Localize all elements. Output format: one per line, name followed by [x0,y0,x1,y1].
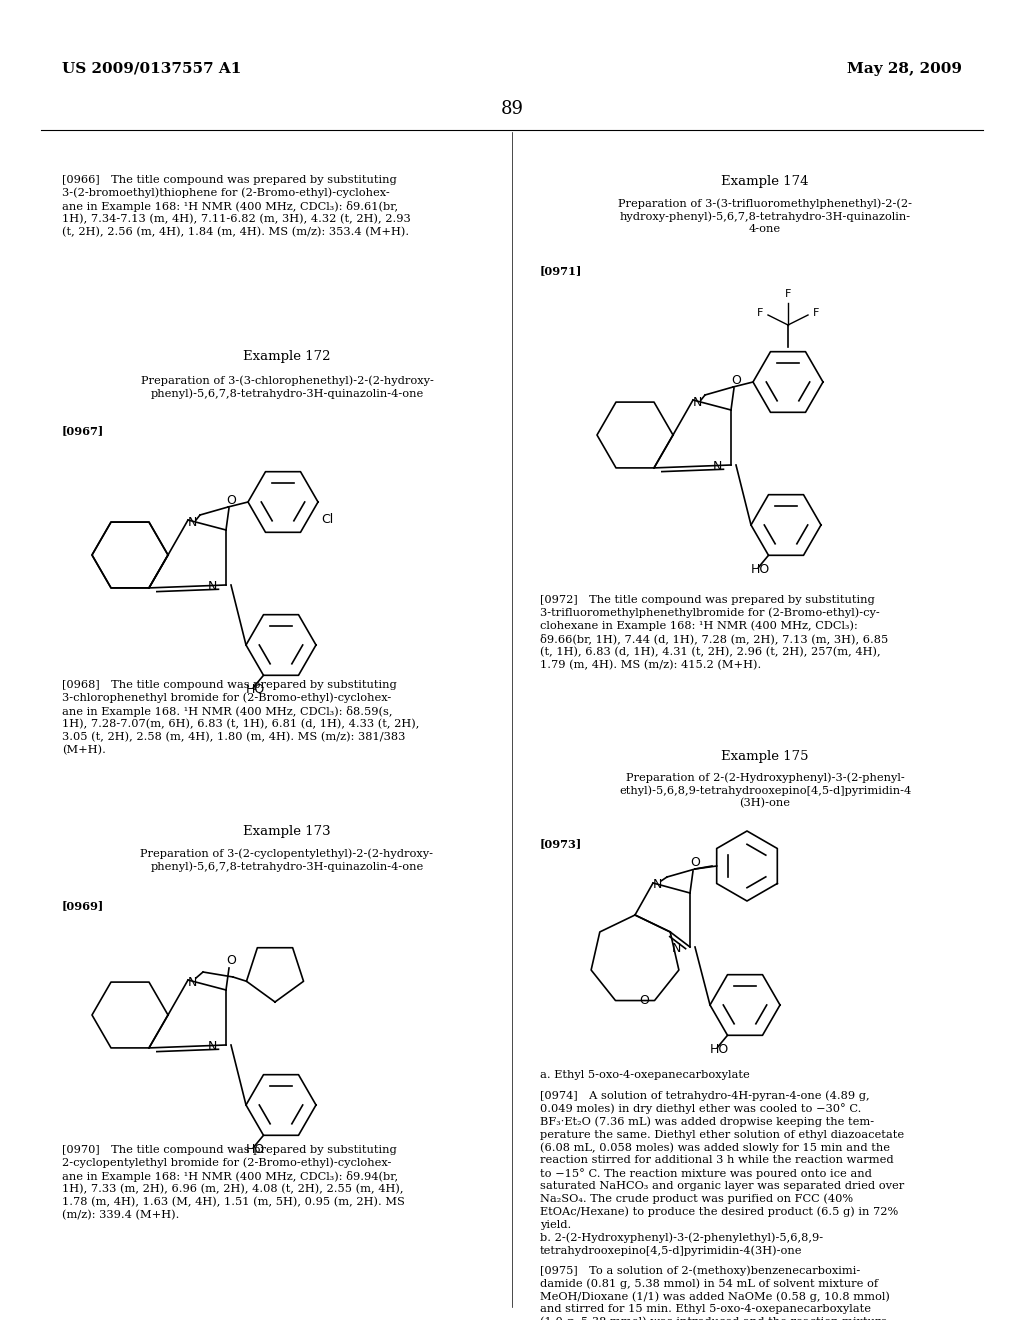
Text: [0969]: [0969] [62,900,104,911]
Text: Cl: Cl [322,513,334,525]
Text: Preparation of 3-(2-cyclopentylethyl)-2-(2-hydroxy-
phenyl)-5,6,7,8-tetrahydro-3: Preparation of 3-(2-cyclopentylethyl)-2-… [140,847,433,871]
Text: Example 175: Example 175 [721,750,809,763]
Text: Preparation of 2-(2-Hydroxyphenyl)-3-(2-phenyl-
ethyl)-5,6,8,9-tetrahydrooxepino: Preparation of 2-(2-Hydroxyphenyl)-3-(2-… [618,772,911,808]
Text: Preparation of 3-(3-chlorophenethyl)-2-(2-hydroxy-
phenyl)-5,6,7,8-tetrahydro-3H: Preparation of 3-(3-chlorophenethyl)-2-(… [140,375,433,399]
Text: Example 173: Example 173 [243,825,331,838]
Text: [0967]: [0967] [62,425,104,436]
Text: [0974] A solution of tetrahydro-4H-pyran-4-one (4.89 g,
0.049 moles) in dry diet: [0974] A solution of tetrahydro-4H-pyran… [540,1090,904,1230]
Text: F: F [784,289,792,300]
Text: [0970] The title compound was prepared by substituting
2-cyclopentylethyl bromid: [0970] The title compound was prepared b… [62,1144,404,1220]
Text: N: N [692,396,701,408]
Text: N: N [207,1040,217,1053]
Text: N: N [713,461,722,474]
Text: Example 174: Example 174 [721,176,809,187]
Text: [0966] The title compound was prepared by substituting
3-(2-bromoethyl)thiophene: [0966] The title compound was prepared b… [62,176,411,238]
Text: F: F [813,308,819,318]
Text: [0972] The title compound was prepared by substituting
3-trifluoromethylphenethy: [0972] The title compound was prepared b… [540,595,888,671]
Text: N: N [207,581,217,594]
Text: N: N [187,516,197,528]
Text: 89: 89 [501,100,523,117]
Text: O: O [731,374,741,387]
Text: O: O [640,994,649,1007]
Text: Preparation of 3-(3-trifluoromethylphenethyl)-2-(2-
hydroxy-phenyl)-5,6,7,8-tetr: Preparation of 3-(3-trifluoromethylphene… [618,198,912,234]
Text: N: N [672,942,681,956]
Text: [0973]: [0973] [540,838,583,849]
Text: HO: HO [246,1143,265,1156]
Text: N: N [652,879,662,891]
Text: O: O [690,857,700,870]
Text: [0975] To a solution of 2-(methoxy)benzenecarboximi-
damide (0.81 g, 5.38 mmol) : [0975] To a solution of 2-(methoxy)benze… [540,1265,895,1320]
Text: N: N [187,975,197,989]
Text: HO: HO [246,682,265,696]
Text: b. 2-(2-Hydroxyphenyl)-3-(2-phenylethyl)-5,6,8,9-
tetrahydrooxepino[4,5-d]pyrimi: b. 2-(2-Hydroxyphenyl)-3-(2-phenylethyl)… [540,1232,823,1255]
Text: F: F [757,308,763,318]
Text: HO: HO [751,562,770,576]
Text: US 2009/0137557 A1: US 2009/0137557 A1 [62,62,242,77]
Text: O: O [226,494,236,507]
Text: [0968] The title compound was prepared by substituting
3-chlorophenethyl bromide: [0968] The title compound was prepared b… [62,680,420,755]
Text: O: O [226,953,236,966]
Text: [0971]: [0971] [540,265,583,276]
Text: Example 172: Example 172 [244,350,331,363]
Text: May 28, 2009: May 28, 2009 [847,62,962,77]
Text: a. Ethyl 5-oxo-4-oxepanecarboxylate: a. Ethyl 5-oxo-4-oxepanecarboxylate [540,1071,750,1080]
Text: HO: HO [710,1043,729,1056]
